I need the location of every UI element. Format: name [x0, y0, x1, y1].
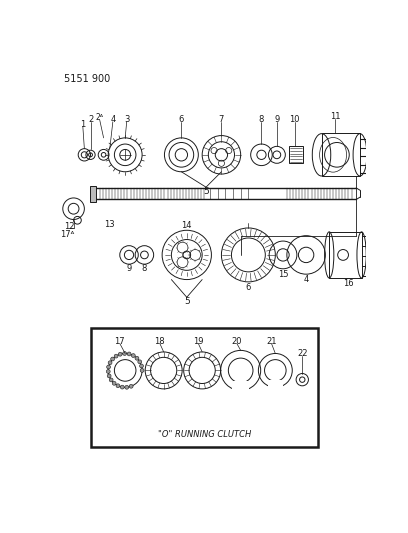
Circle shape [140, 368, 144, 373]
Text: 19: 19 [193, 337, 204, 346]
Text: 2ᴬ: 2ᴬ [96, 114, 104, 123]
Text: 21: 21 [266, 337, 277, 346]
Circle shape [112, 382, 116, 385]
Circle shape [114, 354, 118, 358]
Bar [289, 147, 303, 163]
Circle shape [116, 384, 120, 387]
Bar [232, 381, 249, 392]
Text: 17ᴬ: 17ᴬ [60, 230, 75, 239]
Circle shape [131, 354, 135, 358]
Text: 20: 20 [232, 337, 242, 346]
Text: 14: 14 [182, 221, 192, 230]
Circle shape [111, 357, 115, 361]
Circle shape [120, 385, 124, 389]
Circle shape [106, 365, 111, 369]
Text: 7: 7 [219, 115, 224, 124]
Text: 15: 15 [278, 270, 288, 279]
Text: 5151 900: 5151 900 [64, 74, 110, 84]
Text: 22: 22 [297, 349, 308, 358]
Circle shape [127, 352, 131, 356]
Text: 12: 12 [64, 222, 74, 231]
Circle shape [125, 385, 129, 389]
Text: 17: 17 [115, 337, 125, 346]
Circle shape [138, 360, 142, 364]
Text: 18: 18 [155, 337, 165, 346]
Text: 1: 1 [80, 119, 85, 128]
Text: 11: 11 [330, 112, 341, 121]
Text: 16: 16 [343, 279, 354, 288]
Circle shape [108, 361, 112, 365]
Text: 2: 2 [88, 115, 93, 124]
Circle shape [140, 364, 144, 368]
Text: 5: 5 [203, 187, 209, 196]
Bar [322, 133, 360, 175]
Circle shape [135, 357, 139, 360]
Bar [91, 328, 318, 447]
Bar [329, 232, 361, 278]
Circle shape [118, 352, 122, 356]
Text: 6: 6 [179, 115, 184, 124]
Text: 6: 6 [246, 283, 251, 292]
Text: 10: 10 [289, 115, 300, 124]
Circle shape [123, 352, 126, 356]
Text: 9: 9 [126, 263, 132, 272]
Bar [90, 185, 96, 202]
Text: 4: 4 [110, 115, 115, 124]
Circle shape [129, 384, 133, 388]
Text: 8: 8 [142, 263, 147, 272]
Text: "O" RUNNING CLUTCH: "O" RUNNING CLUTCH [158, 430, 251, 439]
Circle shape [109, 378, 113, 382]
Text: 5: 5 [184, 297, 190, 305]
Text: 3: 3 [124, 115, 129, 124]
Circle shape [107, 374, 111, 378]
Text: 13: 13 [104, 220, 115, 229]
Bar [268, 379, 283, 389]
Text: 4: 4 [304, 275, 309, 284]
Circle shape [106, 369, 110, 374]
Text: 8: 8 [259, 115, 264, 124]
Text: 9: 9 [274, 115, 279, 124]
